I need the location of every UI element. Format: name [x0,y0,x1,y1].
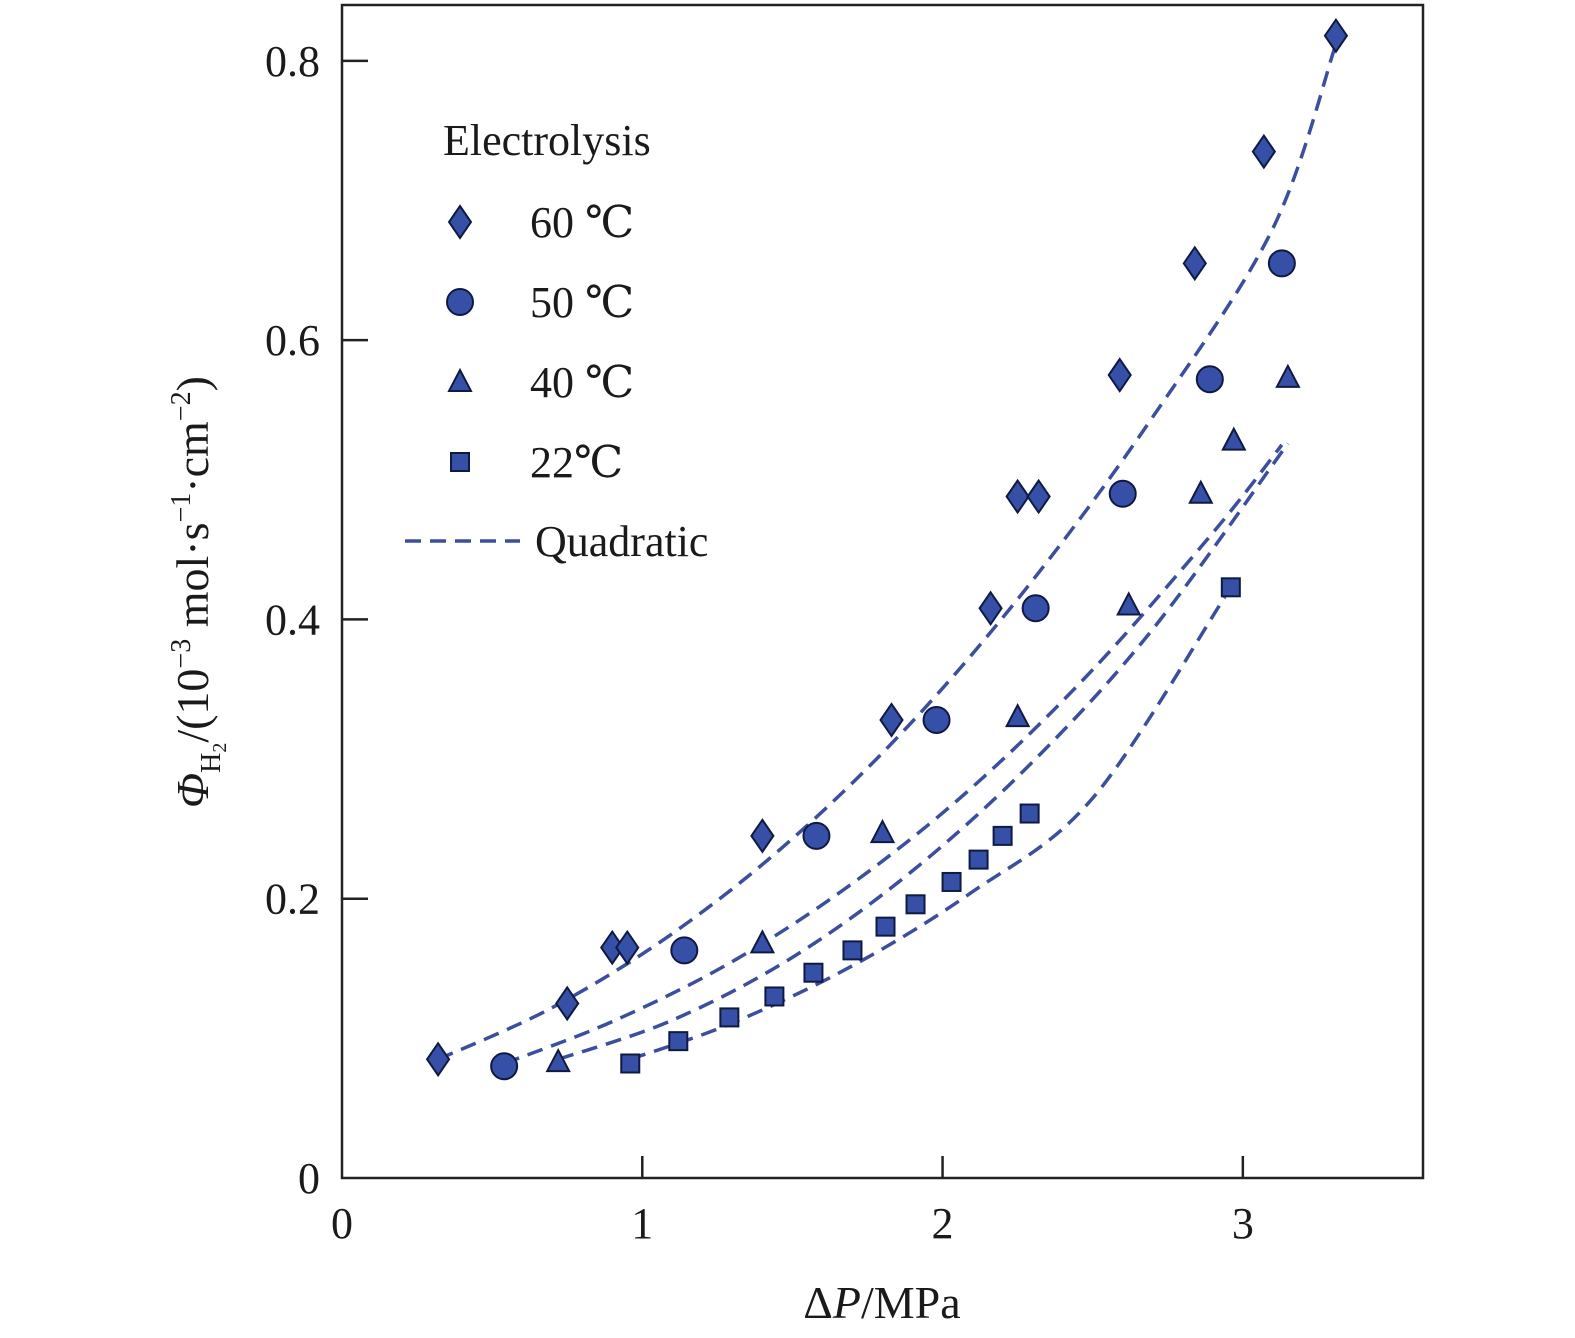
circle-marker [1195,365,1224,394]
diamond-marker [425,1041,451,1078]
circle-marker [1267,249,1296,278]
x-tick-label: 2 [932,1199,954,1248]
legend-label: Quadratic [535,517,708,566]
diamond-marker [1026,478,1051,515]
x-tick-label: 0 [331,1199,353,1248]
fit-line-quadratic [503,443,1284,1066]
square-marker [842,940,863,961]
triangle-marker [1004,703,1031,728]
circle-marker [802,821,831,850]
square-marker [968,849,989,870]
legend: Electrolysis 60 ℃ 50 ℃ 40 ℃ 22℃ Quadratic [405,116,708,566]
legend-label: 40 ℃ [530,358,634,407]
square-marker [1220,577,1241,598]
square-marker [941,871,962,892]
fit-line-quadratic [629,596,1227,1061]
axis-ticks: 0 1 2 3 0 0.2 0.4 0.6 0.8 [265,37,1254,1248]
y-tick-label: 0.4 [265,595,320,644]
square-marker [764,986,785,1007]
y-tick-label: 0.2 [265,875,320,924]
circle-marker [1108,479,1137,508]
legend-triangle-icon [447,367,473,392]
y-tick-label: 0.8 [265,37,320,86]
triangle-marker [869,818,896,844]
legend-square-icon [450,452,470,472]
square-marker [992,825,1013,846]
diamond-marker [554,985,580,1022]
triangle-marker [1116,591,1142,616]
triangle-marker [545,1047,571,1073]
x-axis-title: ΔP/MPa [803,1277,960,1328]
square-marker [668,1031,689,1052]
diamond-marker [1107,357,1132,393]
diamond-marker [1182,245,1208,282]
legend-circle-icon [446,288,474,316]
x-tick-label: 3 [1232,1199,1254,1248]
legend-title: Electrolysis [443,116,651,165]
diamond-marker [879,702,904,738]
diamond-marker [978,590,1003,627]
legend-label: 22℃ [530,438,623,487]
plot-frame [340,3,1425,1180]
diamond-marker [615,929,640,966]
diamond-marker [750,818,775,854]
square-marker [803,962,824,983]
fit-line-quadratic [437,43,1338,1061]
square-marker [1019,803,1040,824]
circle-marker [490,1052,519,1081]
diamond-marker [1251,133,1277,170]
circle-marker [922,705,951,734]
x-tick-label: 1 [631,1199,653,1248]
y-tick-label: 0.6 [265,316,320,365]
square-marker [719,1007,740,1028]
data-markers [425,17,1349,1081]
triangle-marker [1275,363,1301,388]
y-axis-title: ΦH2/(10−3 mol·s−1·cm−2) [166,376,231,808]
legend-diamond-icon [447,204,473,240]
triangle-marker [749,929,776,954]
circle-marker [1021,594,1050,623]
diamond-marker [1005,478,1030,515]
diamond-marker [1323,17,1349,54]
fit-line-quadratic [557,442,1290,1061]
circle-marker [670,936,699,965]
square-marker [620,1053,641,1074]
triangle-marker [1188,479,1214,504]
square-marker [875,916,896,937]
triangle-marker [1221,426,1247,451]
y-tick-label: 0 [298,1154,320,1203]
legend-label: 50 ℃ [530,278,634,327]
legend-label: 60 ℃ [530,198,634,247]
square-marker [905,894,926,915]
